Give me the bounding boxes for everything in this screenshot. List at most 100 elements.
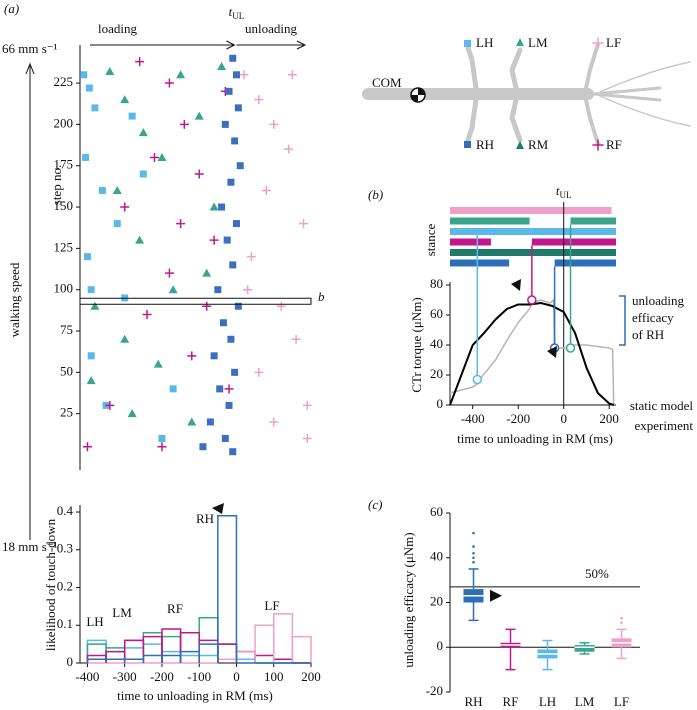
point — [202, 268, 212, 277]
point — [127, 409, 137, 418]
y-tick-label: 100 — [54, 281, 74, 296]
point — [176, 219, 186, 229]
point — [98, 187, 106, 195]
stance-bar — [570, 217, 616, 225]
point — [209, 235, 219, 245]
speed-slow: 18 mm s⁻¹ — [2, 539, 58, 554]
point — [176, 70, 186, 79]
point — [105, 66, 115, 75]
speed-label: walking speed — [7, 262, 22, 337]
touchdown — [472, 374, 483, 385]
point — [87, 352, 95, 360]
point — [210, 352, 218, 360]
y-axis-label: CTr torque (μNm) — [409, 297, 424, 392]
point — [229, 54, 237, 62]
vline-label-main: t — [556, 183, 560, 198]
stance-bar — [450, 207, 612, 214]
point — [232, 220, 240, 228]
y-tick-label: 175 — [54, 157, 74, 172]
stance-bar — [531, 238, 616, 246]
point — [225, 401, 233, 409]
histogram-bin — [217, 643, 238, 663]
category-label: LH — [539, 694, 556, 709]
point — [150, 152, 160, 162]
histogram-bin — [198, 654, 219, 663]
y-tick-label: 125 — [54, 239, 74, 254]
com-label: COM — [372, 75, 402, 90]
arrowhead — [511, 279, 521, 291]
y-tick-label: 40 — [430, 336, 443, 351]
point — [254, 367, 264, 377]
y-axis-label: likelihood of touch-down — [43, 518, 58, 651]
histogram-bin — [161, 650, 182, 663]
panel-label: (b) — [368, 187, 383, 202]
point — [221, 120, 229, 128]
y-axis-label: unloading efficacy (μNm) — [401, 532, 416, 667]
arrowhead — [212, 503, 224, 514]
histogram-bin — [179, 632, 200, 663]
point — [254, 95, 264, 105]
x-tick-label: -100 — [187, 669, 211, 684]
y-tick-label: 225 — [54, 74, 74, 89]
point — [209, 202, 219, 211]
x-tick-label: 0 — [233, 669, 240, 684]
histogram-bin — [217, 643, 238, 663]
point — [199, 443, 207, 451]
point — [229, 448, 237, 456]
unloading-arrow — [236, 40, 307, 50]
point — [157, 442, 167, 452]
point — [239, 70, 249, 80]
vline-label-sub: UL — [560, 190, 572, 200]
point — [169, 385, 177, 393]
y-tick-label: 20 — [430, 593, 443, 608]
category-label: RH — [464, 694, 482, 709]
histogram-bin — [161, 635, 182, 663]
panel-label: (c) — [368, 497, 382, 512]
point — [91, 104, 99, 112]
speed-fast: 66 mm s⁻¹ — [2, 41, 58, 56]
point — [291, 334, 301, 344]
point — [269, 119, 279, 129]
histogram-bin — [235, 650, 256, 663]
point — [157, 152, 167, 161]
point — [139, 170, 147, 178]
highlight-step — [79, 297, 312, 305]
y-tick-label: 60 — [430, 504, 443, 519]
point — [221, 434, 229, 442]
y-tick-label: 0 — [67, 654, 74, 669]
arrowhead — [490, 589, 502, 602]
histogram-bin — [142, 654, 163, 663]
speed-arrow — [25, 62, 35, 540]
leg-label: RF — [606, 137, 622, 152]
point — [85, 84, 93, 92]
point — [120, 334, 130, 343]
histogram-bin — [217, 515, 238, 663]
y-tick-label: 200 — [54, 115, 74, 130]
outlier — [620, 621, 623, 624]
point — [87, 286, 95, 294]
y-tick-label: 50 — [60, 363, 73, 378]
y-tick-label: 0 — [437, 396, 444, 411]
point — [168, 285, 178, 294]
point — [158, 434, 166, 442]
stance-bar — [450, 228, 616, 235]
legend-label: experiment — [635, 418, 694, 433]
category-label: LF — [614, 694, 629, 709]
series-label: LM — [112, 605, 132, 620]
x-tick-label: -400 — [76, 669, 100, 684]
point — [194, 169, 204, 179]
point — [153, 359, 163, 368]
point — [216, 385, 224, 393]
outlier — [620, 616, 623, 620]
y-tick-label: 0.1 — [57, 616, 73, 631]
leg-label: RH — [476, 137, 494, 152]
box — [574, 645, 595, 652]
annotation: of RH — [632, 327, 664, 342]
point — [217, 62, 227, 71]
series-label: RF — [167, 601, 183, 616]
point — [135, 57, 145, 67]
histogram-bin — [179, 650, 200, 663]
x-tick-label: -400 — [461, 411, 485, 426]
touchdown — [565, 343, 576, 353]
point — [105, 400, 115, 410]
